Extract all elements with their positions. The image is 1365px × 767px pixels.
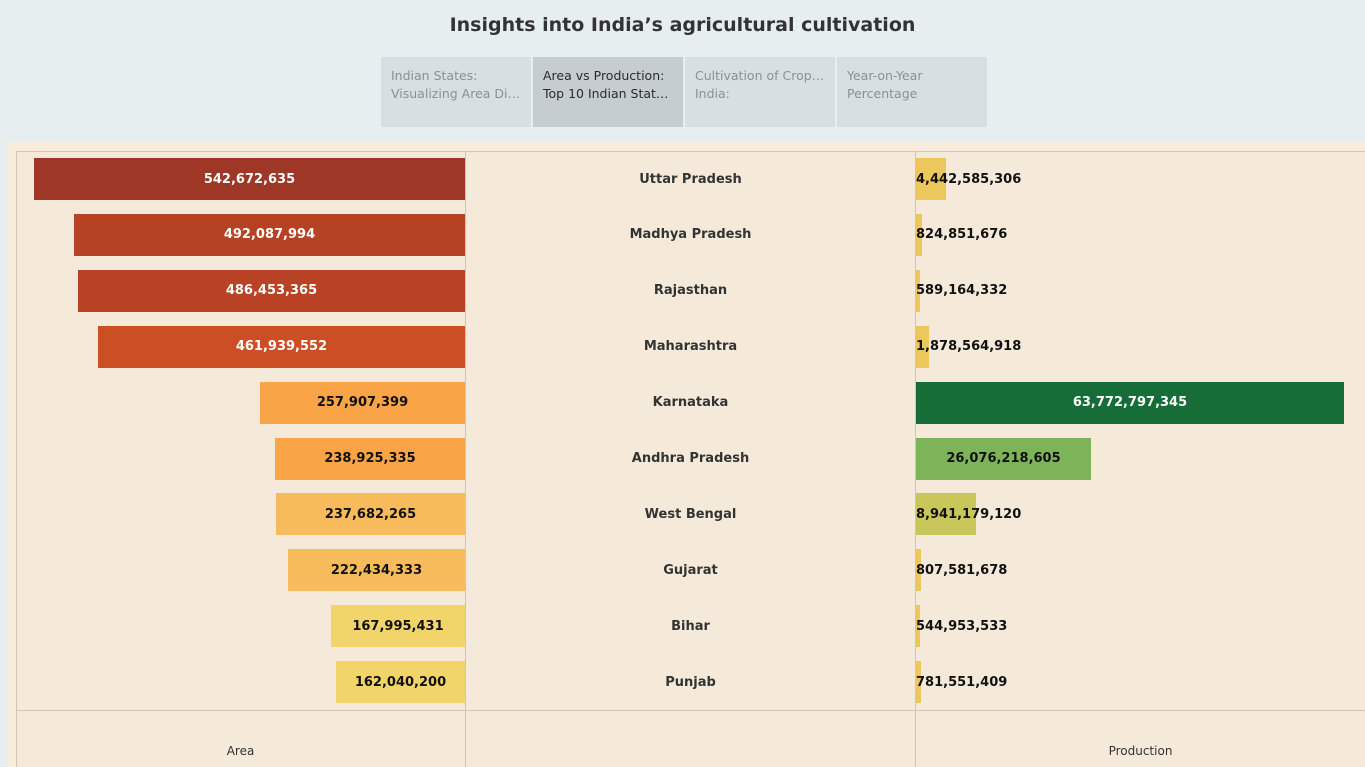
area-bar[interactable]: 162,040,200 bbox=[336, 661, 465, 704]
chart-row: 237,682,265 West Bengal 8,941,179,120 bbox=[16, 493, 1365, 536]
state-label: Andhra Pradesh bbox=[631, 451, 750, 466]
tab-label-line1: Cultivation of Crops in bbox=[695, 68, 825, 83]
area-value-label: 461,939,552 bbox=[235, 339, 328, 355]
area-bar[interactable]: 167,995,431 bbox=[331, 605, 465, 648]
production-bar[interactable] bbox=[916, 213, 922, 256]
area-bar[interactable]: 257,907,399 bbox=[260, 381, 465, 424]
area-value-label: 162,040,200 bbox=[354, 674, 447, 690]
tab-area-vs-production[interactable]: Area vs Production: Top 10 Indian States… bbox=[533, 57, 683, 127]
state-label: West Bengal bbox=[644, 506, 737, 522]
tab-label-line1: Area vs Production: bbox=[543, 68, 665, 83]
chart-row: 461,939,552 Maharashtra 1,878,564,918 bbox=[16, 325, 1365, 368]
tab-label-line2: India: bbox=[695, 86, 730, 101]
chart-top-border bbox=[16, 151, 1365, 152]
state-label: Rajasthan bbox=[653, 283, 728, 299]
state-label: Uttar Pradesh bbox=[639, 171, 742, 187]
production-bar[interactable] bbox=[916, 158, 946, 200]
center-divider-left bbox=[465, 151, 466, 767]
production-value-label: 807,581,678 bbox=[916, 562, 1008, 578]
area-value-label: 238,925,335 bbox=[324, 451, 416, 466]
state-label: Bihar bbox=[671, 618, 710, 634]
area-bar[interactable]: 238,925,335 bbox=[275, 437, 465, 480]
state-label: Punjab bbox=[665, 674, 716, 690]
chart-row: 257,907,399 Karnataka 63,772,797,345 bbox=[16, 381, 1365, 424]
production-value-label: 26,076,218,605 bbox=[946, 451, 1061, 466]
chart-row: 542,672,635 Uttar Pradesh 4,442,585,306 bbox=[16, 158, 1365, 200]
area-value-label: 542,672,635 bbox=[203, 171, 296, 187]
chart-row: 238,925,335 Andhra Pradesh 26,076,218,605 bbox=[16, 437, 1365, 480]
tab-label-line1: Indian States: bbox=[391, 68, 478, 83]
tab-indian-states[interactable]: Indian States: Visualizing Area Distr.. bbox=[381, 57, 531, 127]
chart-row: 222,434,333 Gujarat 807,581,678 bbox=[16, 549, 1365, 592]
production-bar[interactable] bbox=[916, 325, 929, 368]
production-value-label: 824,851,676 bbox=[916, 227, 1008, 243]
chart-left-border bbox=[16, 151, 17, 767]
area-value-label: 222,434,333 bbox=[330, 562, 423, 578]
dashboard-title: Insights into India’s agricultural culti… bbox=[449, 14, 916, 36]
chart-row: 167,995,431 Bihar 544,953,533 bbox=[16, 605, 1365, 648]
production-bar[interactable] bbox=[916, 381, 1344, 424]
area-bar[interactable]: 492,087,994 bbox=[74, 213, 465, 256]
state-label: Maharashtra bbox=[643, 339, 738, 355]
chart-row: 162,040,200 Punjab 781,551,409 bbox=[16, 661, 1365, 704]
production-value-label: 4,442,585,306 bbox=[916, 171, 1022, 187]
chart-row: 492,087,994 Madhya Pradesh 824,851,676 bbox=[16, 213, 1365, 256]
area-bar[interactable]: 486,453,365 bbox=[78, 269, 465, 312]
area-bar[interactable]: 461,939,552 bbox=[98, 325, 465, 368]
production-bar[interactable] bbox=[916, 269, 920, 312]
production-bar[interactable] bbox=[916, 437, 1091, 480]
production-value-label: 1,878,564,918 bbox=[916, 339, 1022, 355]
area-value-label: 492,087,994 bbox=[223, 227, 316, 243]
production-bar[interactable] bbox=[916, 605, 920, 648]
production-bar[interactable] bbox=[916, 549, 921, 592]
area-value-label: 257,907,399 bbox=[316, 395, 409, 411]
area-axis-label: Area bbox=[226, 744, 255, 758]
state-label: Madhya Pradesh bbox=[629, 227, 752, 243]
tab-label-line2: Top 10 Indian States -.. bbox=[543, 86, 673, 101]
axis-divider bbox=[16, 710, 1365, 711]
production-value-label: 63,772,797,345 bbox=[1072, 395, 1188, 411]
area-bar[interactable]: 222,434,333 bbox=[288, 549, 465, 592]
area-value-label: 237,682,265 bbox=[324, 506, 417, 522]
tab-label-line2: Visualizing Area Distr.. bbox=[391, 86, 521, 101]
tab-cultivation-of-crops[interactable]: Cultivation of Crops in India: bbox=[685, 57, 835, 127]
center-divider-right bbox=[915, 151, 916, 767]
state-label: Gujarat bbox=[663, 562, 718, 578]
production-value-label: 781,551,409 bbox=[916, 674, 1008, 690]
area-bar[interactable]: 237,682,265 bbox=[276, 493, 465, 536]
tab-label-line2: Percentage bbox=[847, 86, 918, 101]
production-value-label: 589,164,332 bbox=[916, 283, 1008, 299]
production-value-label: 544,953,533 bbox=[916, 618, 1008, 634]
area-bar[interactable]: 542,672,635 bbox=[34, 158, 465, 200]
tab-label-line1: Year-on-Year bbox=[847, 68, 923, 83]
tab-year-on-year[interactable]: Year-on-Year Percentage bbox=[837, 57, 987, 127]
area-value-label: 167,995,431 bbox=[352, 618, 444, 634]
story-tabs: Indian States: Visualizing Area Distr.. … bbox=[381, 57, 987, 127]
area-value-label: 486,453,365 bbox=[225, 283, 318, 299]
butterfly-chart: Area Production 542,672,635 Uttar Pradesh… bbox=[16, 151, 1365, 767]
production-bar[interactable] bbox=[916, 493, 976, 536]
state-label: Karnataka bbox=[652, 395, 729, 411]
production-axis-label: Production bbox=[1108, 744, 1173, 758]
production-bar[interactable] bbox=[916, 661, 921, 704]
chart-row: 486,453,365 Rajasthan 589,164,332 bbox=[16, 269, 1365, 312]
production-value-label: 8,941,179,120 bbox=[916, 506, 1022, 522]
